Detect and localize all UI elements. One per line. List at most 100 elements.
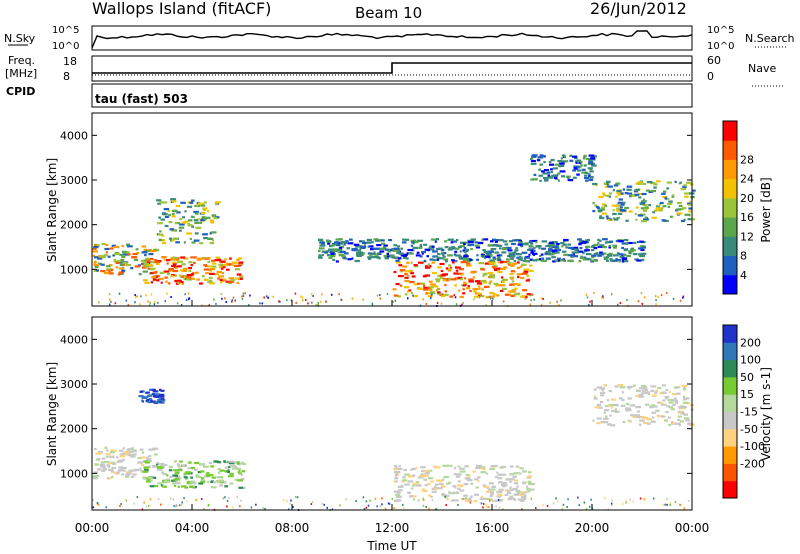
- echo-cell-0-4-394: [453, 253, 457, 256]
- echo-cell-0-4-227: [599, 251, 603, 254]
- echo-cell-1-0-48: [152, 464, 158, 467]
- echo-cell-0-4-532: [560, 242, 565, 245]
- echo-cell-0-6-109: [547, 174, 550, 177]
- echo-cell-0-4-43: [640, 248, 645, 251]
- noise-cell-1-44: [295, 496, 297, 498]
- echo-cell-0-4-198: [494, 239, 500, 242]
- echo-cell-1-3-95: [428, 494, 432, 497]
- noise-cell-0-93: [307, 302, 309, 305]
- echo-cell-1-3-62: [509, 495, 514, 498]
- echo-cell-0-4-341: [542, 259, 547, 262]
- echo-cell-0-4-507: [628, 241, 633, 245]
- echo-cell-1-2-27: [139, 390, 143, 393]
- echo-cell-0-4-280: [612, 244, 617, 247]
- echo-cell-0-5-144: [645, 189, 651, 192]
- echo-cell-0-2-75: [174, 266, 178, 270]
- echo-cell-1-4-39: [655, 409, 660, 412]
- echo-cell-1-3-206: [475, 467, 481, 470]
- echo-cell-1-3-231: [506, 489, 510, 492]
- colorbar-swatch-0-0: [723, 274, 737, 295]
- noise-cell-1-147: [376, 505, 378, 508]
- echo-cell-0-4-71: [572, 255, 579, 258]
- echo-cell-1-1-83: [219, 469, 222, 472]
- echo-cell-0-6-59: [552, 167, 558, 170]
- echo-cell-1-3-222: [521, 499, 525, 502]
- noise-cell-1-9: [566, 506, 568, 508]
- noise-cell-1-53: [542, 504, 544, 507]
- echo-cell-0-1-14: [203, 209, 207, 212]
- noise-cell-1-86: [323, 503, 325, 506]
- noise-cell-0-18: [311, 301, 313, 304]
- power-echo-cells: [92, 154, 696, 308]
- noise-cell-1-128: [669, 503, 671, 506]
- echo-cell-0-4-284: [394, 256, 398, 259]
- echo-cell-0-5-58: [690, 218, 696, 221]
- echo-cell-1-3-17: [496, 495, 502, 498]
- echo-cell-0-6-57: [531, 154, 538, 157]
- echo-cell-0-6-110: [557, 160, 563, 163]
- echo-cell-0-4-377: [489, 259, 496, 262]
- echo-cell-1-3-209: [494, 499, 501, 502]
- echo-cell-1-2-3: [159, 388, 162, 391]
- echo-cell-0-4-138: [508, 240, 513, 243]
- echo-cell-0-4-132: [344, 252, 349, 255]
- echo-cell-1-3-131: [501, 465, 507, 468]
- echo-cell-1-3-101: [494, 475, 498, 479]
- echo-cell-0-1-96: [184, 210, 187, 213]
- echo-cell-0-5-179: [635, 188, 640, 191]
- noise-cell-0-115: [140, 295, 142, 298]
- echo-cell-0-3-185: [500, 267, 506, 270]
- echo-cell-0-4-214: [383, 254, 388, 258]
- freq-trace: [92, 62, 692, 74]
- echo-cell-1-4-26: [620, 404, 626, 407]
- echo-cell-1-1-79: [217, 461, 222, 464]
- echo-cell-0-4-141: [535, 245, 538, 248]
- echo-cell-1-1-78: [229, 482, 234, 485]
- echo-cell-0-4-483: [340, 240, 346, 244]
- echo-cell-1-4-123: [667, 398, 673, 401]
- noise-cell-1-74: [561, 507, 564, 510]
- echo-cell-1-0-76: [114, 449, 118, 452]
- echo-cell-0-1-29: [180, 201, 186, 204]
- echo-cell-1-3-220: [522, 497, 527, 501]
- noise-cell-1-96: [224, 496, 226, 499]
- echo-cell-1-3-229: [434, 485, 437, 488]
- echo-cell-1-3-43: [410, 487, 414, 490]
- freq-strip: Freq. [MHz] 18 8 60 0 Nave: [5, 54, 783, 87]
- noise-cell-0-136: [188, 298, 190, 301]
- echo-cell-0-4-178: [335, 238, 341, 241]
- echo-cell-1-1-82: [197, 471, 202, 474]
- echo-cell-0-1-7: [195, 226, 202, 229]
- echo-cell-0-5-45: [642, 204, 648, 207]
- echo-cell-0-4-351: [556, 257, 561, 260]
- noise-cell-0-48: [530, 299, 532, 302]
- echo-cell-0-2-54: [144, 281, 150, 284]
- noise-cell-1-14: [231, 506, 234, 509]
- echo-cell-0-4-461: [393, 247, 399, 250]
- echo-cell-0-5-11: [635, 218, 638, 221]
- noise-cell-0-105: [149, 301, 151, 304]
- echo-cell-0-4-136: [591, 256, 595, 259]
- echo-cell-0-4-84: [371, 241, 374, 244]
- noise-cell-0-86: [215, 302, 217, 305]
- echo-cell-0-4-523: [530, 242, 534, 245]
- echo-cell-0-5-86: [612, 189, 615, 192]
- echo-cell-1-3-152: [510, 488, 514, 492]
- echo-cell-1-1-134: [226, 470, 230, 473]
- noise-cell-0-145: [655, 303, 657, 306]
- echo-cell-1-2-41: [147, 394, 152, 397]
- echo-cell-0-4-242: [616, 252, 620, 255]
- echo-cell-0-3-234: [429, 286, 434, 289]
- echo-cell-1-3-37: [528, 471, 532, 474]
- echo-cell-0-4-187: [373, 251, 376, 254]
- echo-cell-1-0-82: [121, 467, 127, 470]
- echo-cell-0-3-6: [467, 285, 470, 288]
- noise-cell-0-124: [371, 302, 373, 305]
- echo-cell-1-3-190: [433, 465, 437, 468]
- echo-cell-0-4-384: [521, 242, 524, 245]
- echo-cell-1-0-67: [126, 472, 132, 475]
- echo-cell-0-3-47: [496, 284, 500, 287]
- echo-cell-0-2-154: [146, 259, 151, 262]
